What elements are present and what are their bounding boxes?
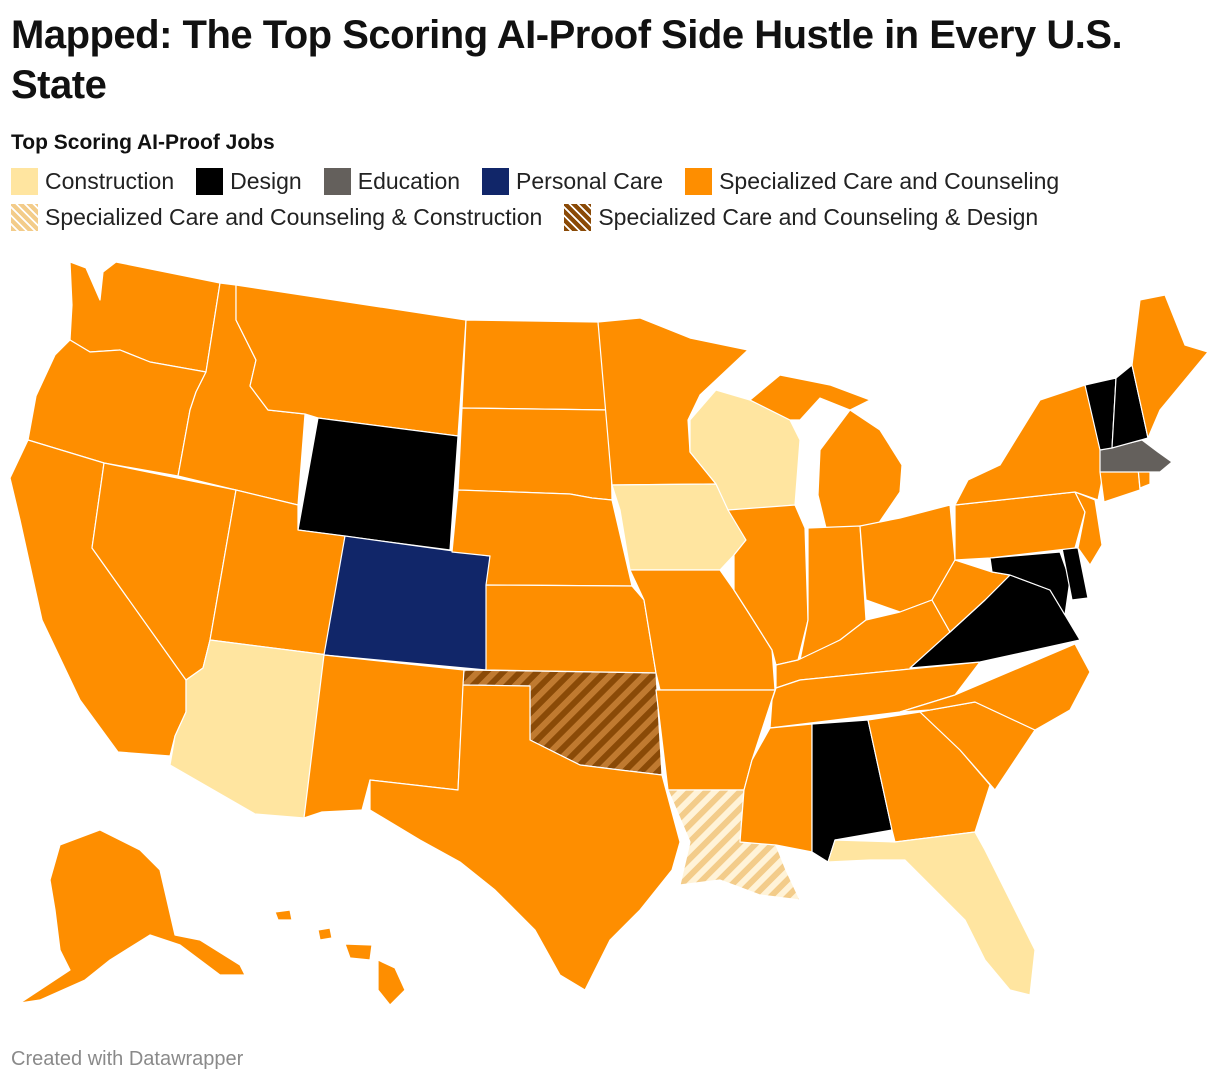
state-nc[interactable] [899, 643, 1091, 731]
state-md[interactable] [989, 551, 1071, 616]
legend-item-education[interactable]: Education [323, 168, 461, 195]
legend-row-2: Specialized Care and Counseling & Constr… [11, 204, 1060, 231]
legend-row-1: Construction Design Education Personal C… [11, 168, 1081, 195]
legend-label: Education [357, 168, 461, 194]
legend-swatch-care-design [564, 204, 592, 231]
state-wy[interactable] [297, 417, 459, 551]
legend-swatch-construction [11, 168, 38, 195]
state-ct[interactable] [1099, 467, 1141, 503]
legend-label: Design [230, 168, 302, 194]
legend-swatch-specialized-care [685, 168, 713, 195]
legend-item-specialized-care[interactable]: Specialized Care and Counseling [685, 168, 1059, 195]
legend-swatch-design [196, 168, 224, 195]
legend-label: Specialized Care and Counseling & Design [598, 204, 1039, 230]
legend-item-care-design[interactable]: Specialized Care and Counseling & Design [564, 204, 1038, 231]
legend-label: Construction [45, 168, 175, 194]
state-fl[interactable] [827, 831, 1036, 996]
chart-title: Mapped: The Top Scoring AI-Proof Side Hu… [11, 13, 1123, 107]
state-hi[interactable] [274, 909, 406, 1006]
legend-item-design[interactable]: Design [196, 168, 302, 195]
state-ak[interactable] [19, 829, 246, 1004]
state-il[interactable] [727, 504, 809, 666]
state-mi[interactable] [817, 409, 903, 531]
us-states-map [9, 261, 1209, 1006]
credit-text: Created with Datawrapper [11, 1048, 244, 1070]
state-tx[interactable] [369, 684, 681, 991]
legend-swatch-care-construction [11, 204, 38, 231]
state-sd[interactable] [457, 407, 613, 501]
legend-swatch-education [323, 168, 351, 195]
legend-label: Specialized Care and Counseling & Constr… [45, 204, 543, 230]
state-ny[interactable] [954, 384, 1103, 506]
state-ks[interactable] [485, 584, 657, 674]
state-mt[interactable] [235, 284, 467, 437]
legend-label: Specialized Care and Counseling [719, 168, 1060, 194]
legend-item-construction[interactable]: Construction [11, 168, 174, 195]
state-mo[interactable] [629, 569, 776, 691]
state-nd[interactable] [461, 319, 611, 411]
state-nj[interactable] [1074, 491, 1103, 566]
legend-swatch-personal-care [482, 168, 510, 195]
state-me[interactable] [1131, 294, 1209, 439]
legend-item-personal-care[interactable]: Personal Care [482, 168, 663, 195]
state-co[interactable] [323, 535, 491, 671]
legend-label: Personal Care [516, 168, 664, 194]
legend-item-care-construction[interactable]: Specialized Care and Counseling & Constr… [11, 204, 542, 231]
legend-title: Top Scoring AI-Proof Jobs [11, 131, 275, 154]
